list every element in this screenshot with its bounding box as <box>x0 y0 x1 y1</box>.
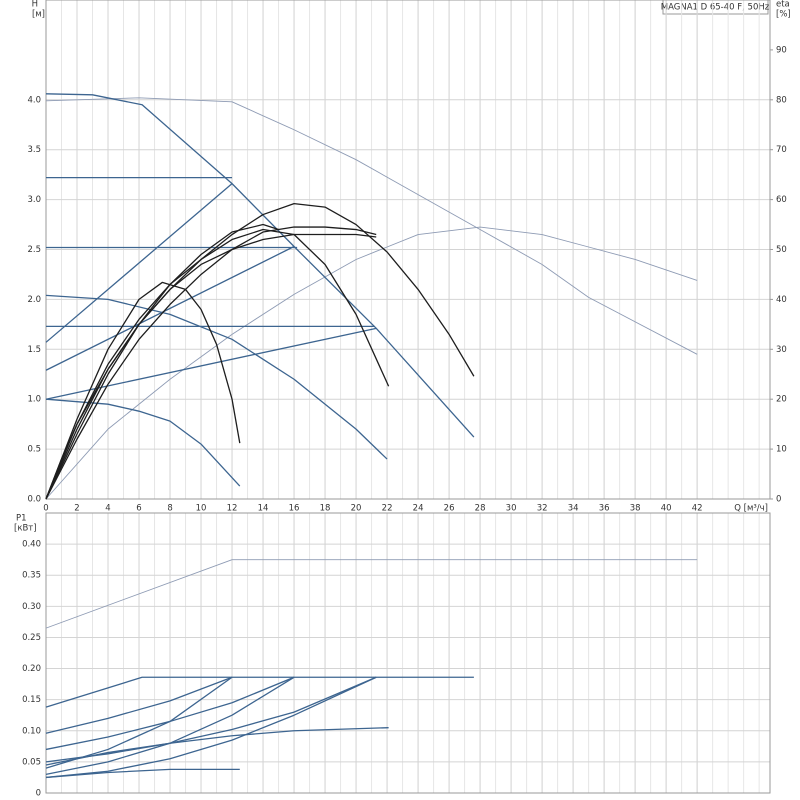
curve <box>45 223 279 500</box>
x-tick-label: 26 <box>444 504 455 514</box>
y-tick-label: 0.0 <box>27 495 41 505</box>
x-tick-label: 12 <box>227 504 238 514</box>
y2-tick-label: 10 <box>776 445 787 455</box>
y2-tick-label: 20 <box>776 395 787 405</box>
plot-frame <box>45 0 771 500</box>
curve <box>45 245 295 371</box>
y2-axis-label: eta <box>776 0 790 10</box>
x-tick-label: 4 <box>105 504 110 514</box>
chart-title: MAGNA1 D 65-40 F, 50Hz <box>661 3 770 13</box>
curve <box>45 97 698 355</box>
y2-axis-unit: [%] <box>776 10 791 20</box>
x-tick-label: 18 <box>320 504 331 514</box>
y-tick-label: 0.05 <box>22 757 41 767</box>
y-axis-unit: [кВт] <box>14 524 37 534</box>
y-tick-label: 0.20 <box>22 664 41 674</box>
curve <box>45 768 240 779</box>
curve <box>45 202 475 500</box>
x-tick-label: 40 <box>661 504 672 514</box>
y-tick-label: 3.5 <box>27 145 41 155</box>
curve <box>45 559 698 629</box>
y2-tick-label: 30 <box>776 345 787 355</box>
curve <box>45 676 377 763</box>
x-tick-label: 8 <box>167 504 172 514</box>
curve <box>45 676 233 734</box>
y-axis-label: H <box>32 0 38 10</box>
x-tick-label: 28 <box>475 504 486 514</box>
y-tick-label: 2.0 <box>27 295 41 305</box>
y-tick-label: 4.0 <box>27 95 41 105</box>
y2-tick-label: 80 <box>776 95 787 105</box>
x-tick-label: 16 <box>289 504 300 514</box>
curve <box>45 294 388 460</box>
y-tick-label: 0.5 <box>27 445 41 455</box>
y2-tick-label: 40 <box>776 295 787 305</box>
y-tick-label: 1.5 <box>27 345 41 355</box>
x-tick-label: 34 <box>568 504 579 514</box>
curve <box>45 228 390 500</box>
y-tick-label: 0.25 <box>22 633 41 643</box>
y-tick-label: 0.30 <box>22 602 41 612</box>
x-tick-label: 20 <box>351 504 362 514</box>
x-tick-label: 22 <box>382 504 393 514</box>
x-tick-label: 24 <box>413 504 424 514</box>
y-axis-label: P1 <box>16 514 27 524</box>
x-tick-label: 0 <box>43 504 48 514</box>
curve <box>45 183 233 343</box>
y-tick-label: 0.10 <box>22 726 41 736</box>
curve <box>45 676 474 708</box>
y2-tick-label: 0 <box>776 495 781 505</box>
y-tick-label: 1.0 <box>27 395 41 405</box>
curve <box>45 226 698 500</box>
x-tick-label: 2 <box>74 504 79 514</box>
y-axis-unit: [м] <box>32 10 45 20</box>
y2-tick-label: 90 <box>776 45 787 55</box>
y-tick-label: 0 <box>36 789 41 799</box>
title-box <box>662 0 769 15</box>
x-tick-label: 38 <box>630 504 641 514</box>
x-axis-label: Q [м³/ч] <box>734 504 768 514</box>
y-tick-label: 0.15 <box>22 695 41 705</box>
curve <box>45 676 377 779</box>
curve <box>45 226 377 500</box>
y2-tick-label: 50 <box>776 245 787 255</box>
x-tick-label: 36 <box>599 504 610 514</box>
curve <box>45 727 389 766</box>
y-tick-label: 3.0 <box>27 195 41 205</box>
x-tick-label: 30 <box>506 504 517 514</box>
y2-tick-label: 60 <box>776 195 787 205</box>
y-tick-label: 0.35 <box>22 571 41 581</box>
x-tick-label: 6 <box>136 504 141 514</box>
plot-frame <box>45 512 771 794</box>
y-tick-label: 0.40 <box>22 540 41 550</box>
curve <box>45 233 377 500</box>
x-tick-label: 10 <box>196 504 207 514</box>
x-tick-label: 42 <box>692 504 703 514</box>
y-tick-label: 2.5 <box>27 245 41 255</box>
x-tick-label: 32 <box>537 504 548 514</box>
y2-tick-label: 70 <box>776 145 787 155</box>
x-tick-label: 14 <box>258 504 269 514</box>
